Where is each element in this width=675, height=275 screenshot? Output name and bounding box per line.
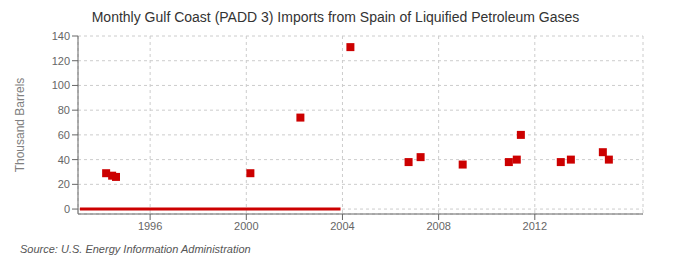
svg-text:1996: 1996 (138, 220, 162, 232)
html-text:Monthly Gulf Coast (PADD 3) Im: Monthly Gulf Coast (PADD 3) Imports from… (91, 9, 580, 25)
svg-text:0: 0 (64, 203, 70, 215)
svg-text:20: 20 (58, 178, 70, 190)
html-text:Source: U.S. Energy Informatio: Source: U.S. Energy Information Administ… (20, 243, 251, 255)
svg-text:2004: 2004 (330, 220, 354, 232)
svg-text:40: 40 (58, 154, 70, 166)
svg-text:140: 140 (52, 30, 70, 42)
svg-text:2000: 2000 (234, 220, 258, 232)
svg-text:120: 120 (52, 55, 70, 67)
svg-text:80: 80 (58, 104, 70, 116)
svg-text:2012: 2012 (523, 220, 547, 232)
svg-text:2008: 2008 (426, 220, 450, 232)
svg-text:Thousand Barrels: Thousand Barrels (13, 78, 27, 173)
svg-text:100: 100 (52, 79, 70, 91)
svg-text:60: 60 (58, 129, 70, 141)
